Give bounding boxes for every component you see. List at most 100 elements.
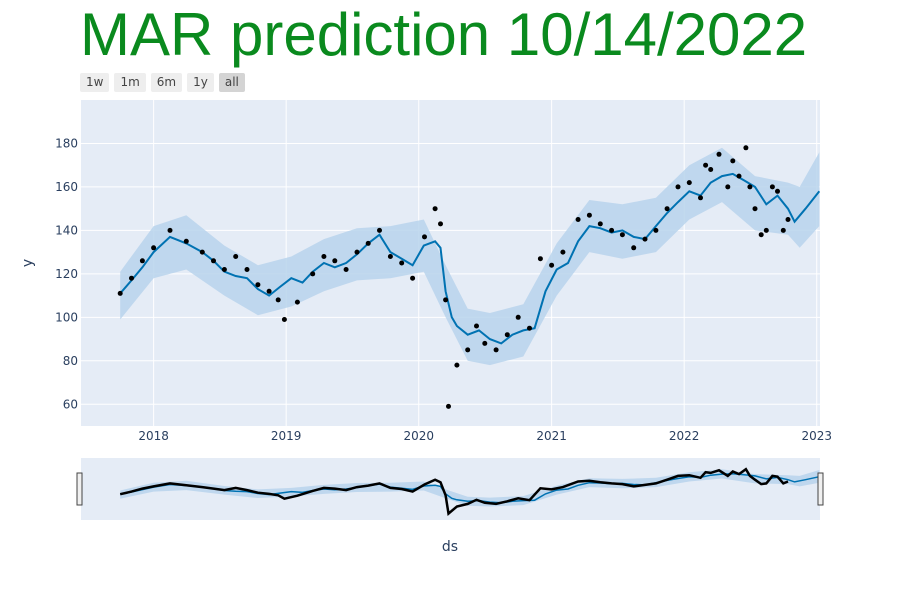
data-point [758,232,764,238]
range-button-6m[interactable]: 6m [150,73,183,92]
data-point [703,162,709,168]
mini-actual-trace [119,467,789,516]
data-point [255,282,261,288]
data-point [493,347,499,353]
data-point [454,362,460,368]
data-point [708,167,714,172]
data-point [736,173,742,179]
range-button-1w[interactable]: 1w [80,73,110,92]
x-tick-label: 2022 [669,429,700,443]
data-point [769,184,775,190]
data-point [139,258,145,264]
range-button-1m[interactable]: 1m [114,73,146,92]
data-point [387,254,393,259]
forecast-line-group [119,172,821,345]
chart-title: MAR prediction 10/14/2022 [80,1,808,68]
data-point [537,256,543,262]
data-point [586,212,592,218]
range-selector: 1w 1m 6m 1y all [80,73,245,92]
data-point [377,227,382,233]
range-slider-right-handle[interactable] [817,472,824,506]
forecast-line [119,172,821,345]
x-tick-label: 2018 [138,429,169,443]
data-point [747,184,753,190]
x-tick-labels: 2018 2019 2020 2021 2022 2023 [138,429,832,443]
x-tick-label: 2021 [536,429,567,443]
y-tick-label: 120 [55,267,78,281]
data-point [515,314,521,320]
data-point [560,249,566,255]
data-point [438,221,443,227]
x-tick-label: 2020 [403,429,434,443]
data-point [785,217,791,222]
data-point [266,288,272,294]
y-axis-label: y [20,259,36,267]
data-point [294,299,300,305]
data-point [465,347,471,353]
range-slider-left-handle[interactable] [76,472,83,506]
data-point [609,227,615,233]
data-point [725,184,731,190]
data-point [233,254,239,259]
data-point [151,245,157,251]
y-tick-label: 140 [55,223,78,237]
data-point [221,267,227,272]
data-point [443,297,449,303]
data-point [432,206,438,212]
data-point [410,275,416,281]
data-point [482,340,488,346]
y-tick-labels: 60 80 100 120 140 160 180 [55,136,78,411]
data-point [275,297,281,303]
data-point [474,323,479,329]
y-tick-label: 180 [55,136,78,150]
data-point [244,267,250,272]
x-tick-label: 2019 [271,429,302,443]
data-point [631,245,637,251]
data-point [167,227,173,233]
data-point [504,332,510,338]
y-tick-label: 80 [63,354,78,368]
data-point [332,258,338,264]
data-point [422,234,427,240]
uncertainty-band-group [120,147,820,366]
data-point [730,158,736,164]
data-point [365,240,371,246]
data-point [752,206,758,212]
data-point [575,217,581,222]
data-point [310,271,316,277]
data-point [653,227,659,233]
data-point [281,317,287,322]
data-point [183,238,189,244]
uncertainty-band [120,147,820,366]
x-axis-label: ds [442,539,458,555]
actual-points-group [117,145,791,409]
data-point [129,275,134,281]
range-slider-preview [119,467,820,516]
data-point [642,236,648,242]
range-button-all[interactable]: all [218,73,245,92]
data-point [698,195,703,201]
data-point [686,180,692,186]
data-point [597,221,603,227]
data-point [527,325,532,331]
data-point [664,206,670,212]
data-point [399,260,405,266]
data-point [743,145,749,151]
x-tick-label: 2023 [801,429,832,443]
data-point [775,188,780,194]
y-tick-label: 60 [63,397,78,411]
data-point [619,232,625,238]
data-point [763,227,769,233]
data-point [199,249,205,255]
data-point [549,262,555,268]
range-button-1y[interactable]: 1y [187,73,214,92]
data-point [321,254,327,259]
data-point [780,227,786,233]
data-point [117,290,123,296]
data-point [211,258,216,264]
mini-uncertainty-band [120,469,820,507]
data-point [343,267,349,272]
y-tick-label: 160 [55,180,78,194]
y-tick-label: 100 [55,310,78,324]
